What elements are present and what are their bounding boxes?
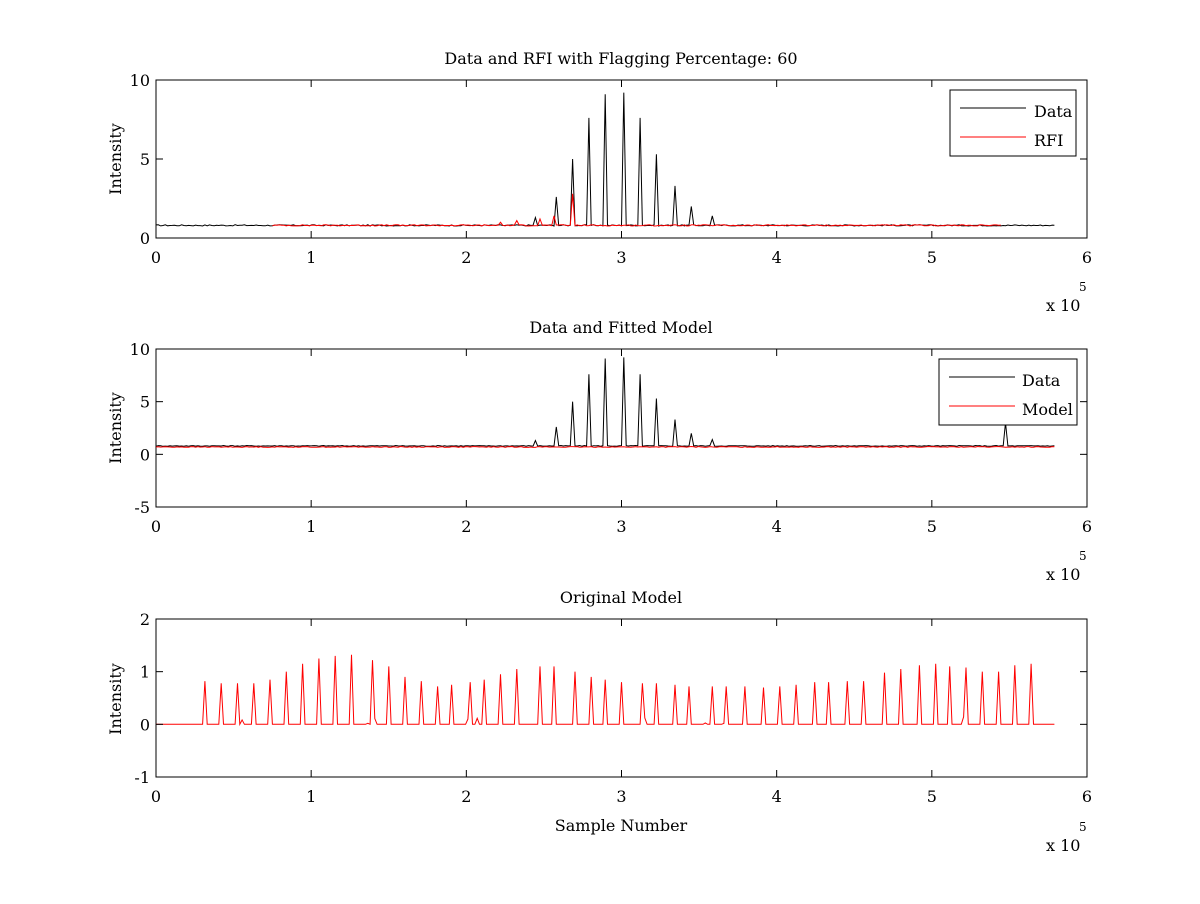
subplot-1-ylabel: Intensity	[106, 123, 125, 195]
subplot-1-legend-data-label: Data	[1034, 102, 1073, 121]
subplot-2-legend: Data Model	[938, 358, 1078, 426]
x-tick-label: 2	[461, 517, 471, 536]
subplot-3-ylabel: Intensity	[106, 663, 125, 735]
x-tick-label: 6	[1082, 248, 1092, 267]
x-tick-label: 5	[927, 787, 937, 806]
x-tick-label: 1	[306, 517, 316, 536]
subplot-2-x-multiplier-exp: 5	[1079, 549, 1087, 563]
x-tick-label: 2	[461, 248, 471, 267]
subplot-1-title: Data and RFI with Flagging Percentage: 6…	[444, 49, 797, 68]
x-tick-label: 4	[772, 787, 782, 806]
x-tick-label: 2	[461, 787, 471, 806]
subplot-1: Data and RFI with Flagging Percentage: 6…	[106, 49, 1092, 315]
y-tick-label: 0	[140, 445, 150, 464]
y-tick-label: 5	[140, 150, 150, 169]
x-tick-label: 3	[616, 787, 626, 806]
x-tick-label: 0	[151, 787, 161, 806]
y-tick-label: 0	[140, 229, 150, 248]
subplot-1-legend: Data RFI	[949, 89, 1077, 157]
x-tick-label: 3	[616, 517, 626, 536]
subplot-2-legend-data-label: Data	[1022, 371, 1061, 390]
y-tick-label: 10	[130, 71, 150, 90]
subplot-2-x-multiplier: x 10	[1046, 565, 1080, 584]
series-line-model	[156, 654, 1055, 727]
x-tick-label: 6	[1082, 517, 1092, 536]
x-tick-label: 4	[772, 517, 782, 536]
series-line-rfi	[272, 193, 1001, 227]
axes-frame	[155, 618, 1088, 778]
subplot-2-ylabel: Intensity	[106, 392, 125, 464]
x-tick-label: 6	[1082, 787, 1092, 806]
subplot-3-x-multiplier-base: x 10	[1046, 836, 1080, 855]
subplot-2-x-multiplier-base: x 10	[1046, 565, 1080, 584]
x-tick-label: 1	[306, 248, 316, 267]
subplot-3-title: Original Model	[560, 588, 682, 607]
series-line-data	[155, 357, 1055, 447]
subplot-2-legend-box	[938, 358, 1078, 426]
x-tick-label: 4	[772, 248, 782, 267]
x-tick-label: 5	[927, 248, 937, 267]
subplot-1-legend-box	[949, 89, 1077, 157]
subplot-2: Data and Fitted Model Intensity x 10 5 0…	[106, 318, 1092, 584]
subplot-1-x-multiplier: x 10	[1046, 296, 1080, 315]
y-tick-label: 10	[130, 340, 150, 359]
y-tick-label: -5	[134, 498, 150, 517]
subplot-1-legend-rfi-label: RFI	[1034, 131, 1063, 150]
y-tick-label: 2	[140, 610, 150, 629]
subplot-2-legend-model-label: Model	[1022, 400, 1073, 419]
x-tick-label: 5	[927, 517, 937, 536]
y-tick-label: -1	[134, 768, 150, 787]
subplot-3-x-multiplier: x 10	[1046, 836, 1080, 855]
series-line-model	[155, 445, 1055, 448]
x-tick-label: 0	[151, 248, 161, 267]
y-tick-label: 1	[140, 663, 150, 682]
subplot-3: Original Model Intensity Sample Number x…	[106, 588, 1092, 855]
subplot-2-title: Data and Fitted Model	[529, 318, 712, 337]
subplot-1-plot: 0 1 2 3 4 5 6 0 5 10	[130, 71, 1092, 267]
y-tick-label: 5	[140, 393, 150, 412]
x-tick-label: 1	[306, 787, 316, 806]
y-tick-label: 0	[140, 715, 150, 734]
subplot-1-x-multiplier-exp: 5	[1079, 280, 1087, 294]
subplot-1-x-multiplier-base: x 10	[1046, 296, 1080, 315]
x-tick-label: 0	[151, 517, 161, 536]
x-tick-label: 3	[616, 248, 626, 267]
subplot-3-xlabel: Sample Number	[555, 816, 688, 835]
subplot-3-x-multiplier-exp: 5	[1079, 820, 1087, 834]
